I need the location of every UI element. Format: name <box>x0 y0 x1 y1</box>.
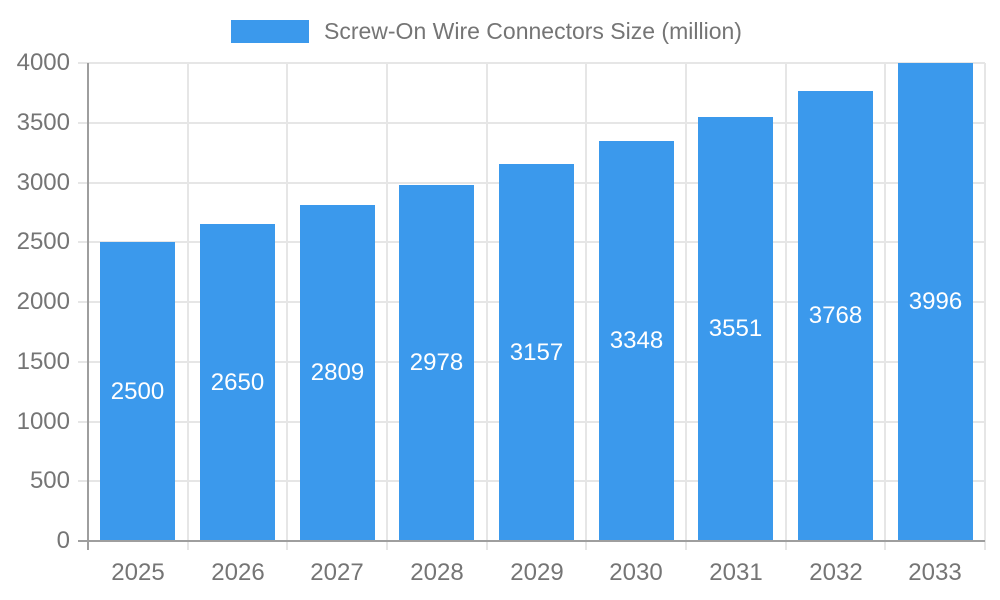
bar <box>100 242 175 540</box>
bar <box>300 205 375 540</box>
y-tick-label: 4000 <box>16 49 70 76</box>
y-tick-label: 1000 <box>16 408 70 435</box>
x-tick-label: 2027 <box>310 559 364 586</box>
x-tick-label: 2025 <box>111 559 165 586</box>
bar-value-label: 2500 <box>110 378 165 405</box>
bar <box>698 117 773 540</box>
y-tick-label: 2500 <box>16 228 70 255</box>
legend-swatch <box>231 20 309 43</box>
gridline-v <box>785 63 787 550</box>
x-tick-label: 2032 <box>809 559 863 586</box>
x-tick-label: 2030 <box>609 559 663 586</box>
legend: Screw-On Wire Connectors Size (million) <box>231 18 742 45</box>
y-tick-label: 3500 <box>16 109 70 136</box>
bar-value-label: 2809 <box>310 359 365 386</box>
bar <box>599 141 674 540</box>
gridline-h <box>78 122 985 124</box>
bar-value-label: 3768 <box>808 302 863 329</box>
legend-label: Screw-On Wire Connectors Size (million) <box>324 18 742 44</box>
bar-value-label: 3996 <box>908 288 963 315</box>
y-tick-label: 500 <box>29 467 70 494</box>
x-tick-label: 2033 <box>908 559 962 586</box>
y-tick-label: 0 <box>56 527 70 554</box>
bar <box>898 63 973 540</box>
bar <box>200 224 275 540</box>
bar-value-label: 2978 <box>409 349 464 376</box>
y-tick-label: 3000 <box>16 169 70 196</box>
gridline-v <box>585 63 587 550</box>
x-tick-label: 2028 <box>410 559 464 586</box>
bar-value-label: 2650 <box>210 369 265 396</box>
gridline-v <box>884 63 886 550</box>
y-tick-label: 2000 <box>16 288 70 315</box>
gridline-v <box>486 63 488 550</box>
x-tick-label: 2029 <box>510 559 564 586</box>
x-tick-label: 2026 <box>211 559 265 586</box>
y-axis-line <box>87 63 89 550</box>
gridline-v <box>286 63 288 550</box>
y-tick-label: 1500 <box>16 348 70 375</box>
gridline-v <box>386 63 388 550</box>
gridline-v <box>187 63 189 550</box>
bar-value-label: 3348 <box>609 327 664 354</box>
gridline-h <box>78 62 985 64</box>
x-tick-label: 2031 <box>709 559 763 586</box>
x-axis-line <box>78 540 985 542</box>
bar <box>798 91 873 540</box>
bar-value-label: 3551 <box>708 315 763 342</box>
bar <box>399 185 474 540</box>
bar <box>499 164 574 540</box>
gridline-v <box>984 63 986 550</box>
gridline-v <box>685 63 687 550</box>
bar-value-label: 3157 <box>509 339 564 366</box>
